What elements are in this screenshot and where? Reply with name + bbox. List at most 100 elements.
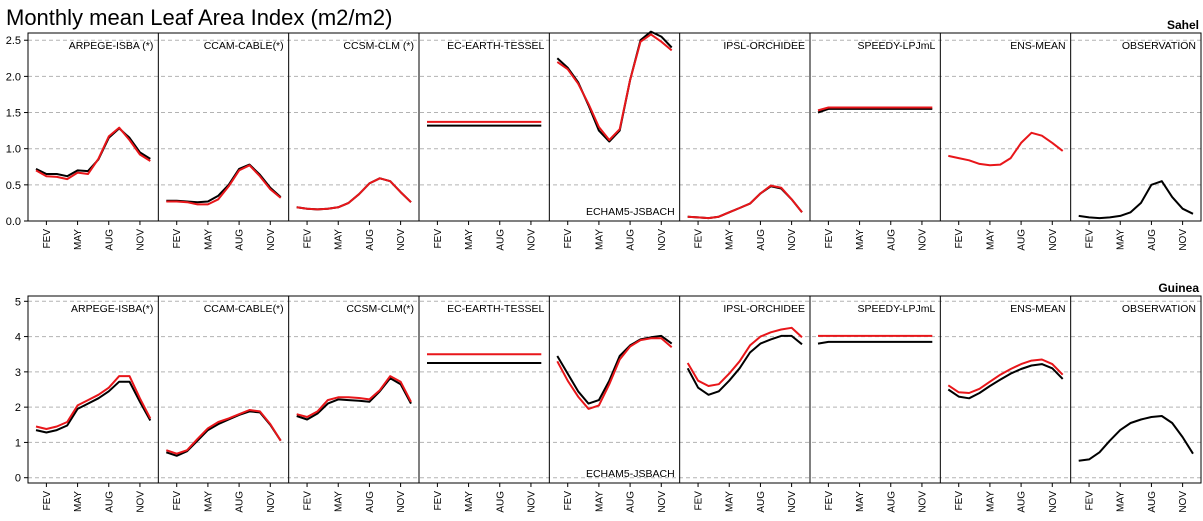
x-tick-label: NOV bbox=[266, 491, 277, 513]
panel-observation: OBSERVATION FEV MAY AUG NOV bbox=[1070, 296, 1196, 513]
y-tick-label: 0.0 bbox=[6, 216, 21, 228]
series-line-red bbox=[687, 184, 803, 220]
x-tick-label: FEV bbox=[1085, 491, 1096, 511]
panel-title: ARPEGE-ISBA (*) bbox=[69, 40, 154, 52]
x-tick-label: NOV bbox=[1178, 229, 1189, 251]
x-tick-label: MAY bbox=[464, 229, 475, 250]
panel-ipsl-orchidee: IPSL-ORCHIDEE FEV MAY AUG NOV bbox=[679, 296, 805, 513]
series-line-black bbox=[165, 410, 282, 457]
panel-ccam-cable: CCAM-CABLE(*) FEV MAY AUG NOV bbox=[157, 296, 284, 513]
panel-title: ECHAM5-JSBACH bbox=[586, 468, 675, 480]
x-tick-label: NOV bbox=[787, 229, 798, 251]
x-tick-label: MAY bbox=[594, 229, 605, 250]
x-tick-label: NOV bbox=[1048, 491, 1059, 513]
series-line-red bbox=[556, 337, 673, 410]
panel-title: CCSM-CLM(*) bbox=[346, 303, 414, 315]
panel-title: OBSERVATION bbox=[1122, 40, 1196, 52]
x-tick-label: FEV bbox=[824, 491, 835, 511]
x-tick-label: NOV bbox=[1048, 229, 1059, 251]
panel-ccsm-clm: CCSM-CLM (*) FEV MAY AUG NOV bbox=[288, 33, 414, 251]
x-tick-label: MAY bbox=[725, 229, 736, 250]
x-tick-label: MAY bbox=[1116, 491, 1127, 512]
series-line-black bbox=[556, 30, 673, 143]
x-tick-label: FEV bbox=[954, 491, 965, 511]
x-tick-label: FEV bbox=[42, 491, 53, 511]
series-line-black bbox=[817, 107, 933, 114]
x-tick-label: NOV bbox=[526, 491, 537, 513]
figure-title: Monthly mean Leaf Area Index (m2/m2) bbox=[6, 5, 392, 30]
panel-title: EC-EARTH-TESSEL bbox=[447, 303, 544, 315]
x-tick-label: MAY bbox=[725, 491, 736, 512]
series-line-red bbox=[296, 375, 412, 418]
x-tick-label: AUG bbox=[235, 229, 246, 251]
panel-title: OBSERVATION bbox=[1122, 303, 1196, 315]
x-tick-label: AUG bbox=[886, 491, 897, 513]
plot-frame bbox=[27, 295, 1202, 484]
x-tick-label: NOV bbox=[657, 229, 668, 251]
y-tick-label: 0 bbox=[15, 473, 21, 485]
series-line-red bbox=[686, 326, 803, 387]
series-line-red bbox=[556, 33, 673, 141]
chart-rows: Sahel 0.0 0.5 1.0 1.5 2.0 2.5 ARPEGE-ISBA (*) FE… bbox=[6, 18, 1202, 513]
x-tick-label: MAY bbox=[203, 491, 214, 512]
panel-title: IPSL-ORCHIDEE bbox=[723, 303, 805, 315]
x-tick-label: AUG bbox=[495, 229, 506, 251]
x-tick-label: FEV bbox=[172, 229, 183, 249]
x-tick-label: FEV bbox=[824, 229, 835, 249]
chart-row-sahel: Sahel 0.0 0.5 1.0 1.5 2.0 2.5 ARPEGE-ISBA (*) FE… bbox=[6, 18, 1202, 251]
x-tick-label: NOV bbox=[917, 229, 928, 251]
panel-echam5-jsbach: ECHAM5-JSBACH FEV MAY AUG NOV bbox=[548, 296, 675, 513]
x-tick-label: AUG bbox=[756, 491, 767, 513]
x-tick-label: AUG bbox=[365, 229, 376, 251]
panel-ccsm-clm: CCSM-CLM(*) FEV MAY AUG NOV bbox=[288, 296, 414, 513]
series-line-black bbox=[556, 334, 673, 405]
panel-ens-mean: ENS-MEAN FEV MAY AUG NOV bbox=[939, 33, 1066, 251]
panel-echam5-jsbach: ECHAM5-JSBACH FEV MAY AUG NOV bbox=[548, 30, 675, 251]
panel-title: EC-EARTH-TESSEL bbox=[447, 40, 544, 52]
panel-title: ENS-MEAN bbox=[1010, 40, 1065, 52]
panel-title: CCAM-CABLE(*) bbox=[204, 303, 284, 315]
x-tick-label: MAY bbox=[855, 491, 866, 512]
series-line-red bbox=[35, 126, 151, 181]
x-tick-label: FEV bbox=[694, 491, 705, 511]
series-line-red bbox=[35, 375, 152, 430]
x-tick-label: MAY bbox=[203, 229, 214, 250]
series-line-black bbox=[947, 363, 1064, 400]
x-tick-label: MAY bbox=[594, 491, 605, 512]
y-tick-label: 1.5 bbox=[6, 108, 21, 120]
x-tick-label: NOV bbox=[396, 229, 407, 251]
series-line-black bbox=[817, 340, 933, 345]
panel-observation: OBSERVATION FEV MAY AUG NOV bbox=[1070, 33, 1196, 251]
x-tick-label: MAY bbox=[334, 491, 345, 512]
panel-title: IPSL-ORCHIDEE bbox=[723, 40, 805, 52]
panel-title: CCAM-CABLE(*) bbox=[204, 40, 284, 52]
x-tick-label: FEV bbox=[303, 229, 314, 249]
x-tick-label: FEV bbox=[1085, 229, 1096, 249]
panel-title: ECHAM5-JSBACH bbox=[586, 206, 675, 218]
y-tick-label: 1.0 bbox=[6, 144, 21, 156]
x-tick-label: AUG bbox=[495, 491, 506, 513]
x-tick-label: FEV bbox=[433, 491, 444, 511]
panel-arpege-isba: ARPEGE-ISBA (*) FEV MAY AUG NOV bbox=[35, 40, 154, 251]
series-line-black bbox=[296, 177, 412, 211]
panel-title: ARPEGE-ISBA(*) bbox=[71, 303, 153, 315]
x-tick-label: NOV bbox=[135, 491, 146, 513]
series-line-black bbox=[1078, 415, 1194, 462]
y-tick-label: 2 bbox=[15, 402, 21, 414]
x-tick-label: NOV bbox=[396, 491, 407, 513]
panel-ec-earth-tessel: EC-EARTH-TESSEL FEV MAY AUG NOV bbox=[418, 296, 544, 513]
x-tick-label: FEV bbox=[563, 229, 574, 249]
x-tick-label: NOV bbox=[526, 229, 537, 251]
series-line-red bbox=[947, 358, 1064, 394]
x-tick-label: FEV bbox=[303, 491, 314, 511]
x-tick-label: MAY bbox=[464, 491, 475, 512]
region-label: Guinea bbox=[1158, 281, 1199, 295]
x-tick-label: NOV bbox=[1178, 491, 1189, 513]
series-line-red bbox=[948, 131, 1064, 167]
plot-frame bbox=[27, 32, 1202, 222]
x-tick-label: AUG bbox=[104, 491, 115, 513]
series-line-black bbox=[35, 127, 151, 178]
x-tick-label: AUG bbox=[626, 491, 637, 513]
